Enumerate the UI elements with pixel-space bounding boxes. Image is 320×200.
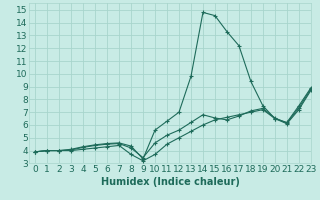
X-axis label: Humidex (Indice chaleur): Humidex (Indice chaleur): [100, 177, 239, 187]
